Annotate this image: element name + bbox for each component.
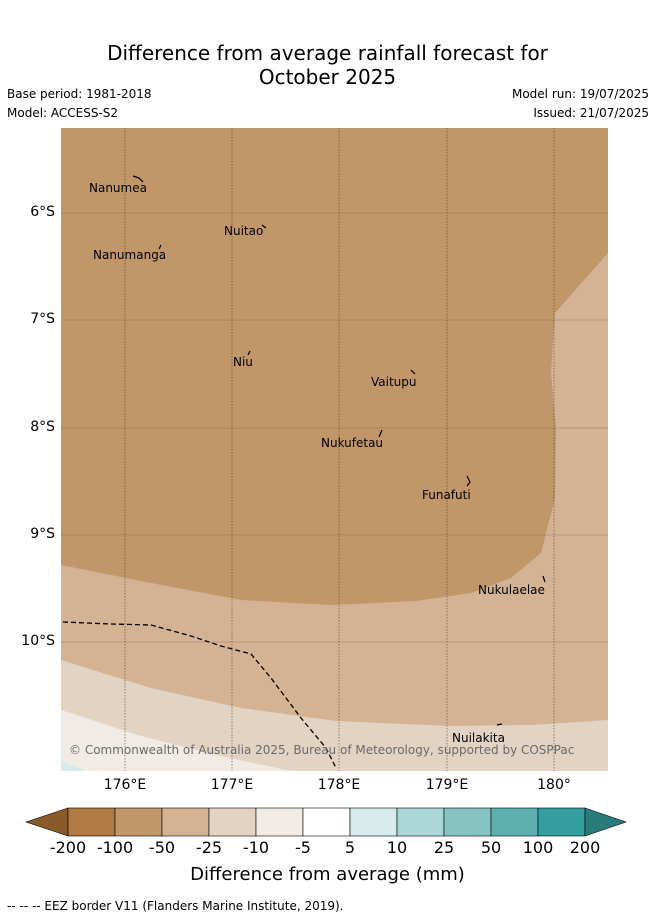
colorbar-segment [67, 807, 116, 837]
island-markers [132, 175, 546, 726]
chart-title: Difference from average rainfall forecas… [0, 41, 655, 89]
colorbar-tick-label: 50 [480, 838, 502, 857]
place-label: Nuitao [224, 224, 263, 238]
colorbar-segment [537, 807, 586, 837]
colorbar-segment [114, 807, 163, 837]
colorbar-tick-label: 200 [569, 838, 601, 857]
colorbar-extend-low [25, 807, 69, 837]
eez-legend: -- -- -- EEZ border V11 (Flanders Marine… [7, 899, 344, 913]
place-label: Nukufetau [321, 436, 383, 450]
place-label: Nukulaelae [478, 583, 545, 597]
model-run: Model run: 19/07/2025 [511, 87, 649, 101]
colorbar-tick-label: -200 [49, 838, 87, 857]
place-label: Vaitupu [371, 375, 417, 389]
colorbar-segment [302, 807, 351, 837]
title-line-2: October 2025 [258, 65, 397, 89]
lon-label: 176°E [103, 777, 147, 793]
eez-border [62, 621, 337, 769]
lon-label: 180° [537, 777, 571, 793]
longitude-gridlines [124, 128, 555, 771]
copyright-notice: © Commonwealth of Australia 2025, Bureau… [69, 743, 574, 757]
place-label: Funafuti [422, 488, 471, 502]
colorbar-tick-label: -25 [195, 838, 223, 857]
colorbar-segment [443, 807, 492, 837]
colorbar-segment [490, 807, 539, 837]
colorbar-segment [396, 807, 445, 837]
lat-label: 8°S [30, 419, 55, 435]
zone-minus25-minus10 [61, 253, 608, 771]
lon-label: 177°E [210, 777, 254, 793]
issued-date: Issued: 21/07/2025 [533, 106, 649, 120]
colorbar-tick-label: -10 [242, 838, 270, 857]
place-label: Nanumea [89, 181, 147, 195]
colorbar-segment [255, 807, 304, 837]
place-label: Niu [233, 355, 253, 369]
colorbar-tick-label: 25 [433, 838, 455, 857]
place-label: Nuilakita [452, 731, 505, 745]
base-period: Base period: 1981-2018 [7, 87, 152, 101]
rainfall-map: Nanumea Nuitao Nanumanga Niu Vaitupu Nuk… [61, 128, 608, 771]
colorbar-tick-label: 10 [386, 838, 408, 857]
colorbar-tick-label: 100 [522, 838, 554, 857]
colorbar-tick-label: -100 [96, 838, 134, 857]
zone-minus10-minus5 [61, 660, 608, 771]
colorbar-tick-label: 5 [344, 838, 356, 857]
lon-label: 179°E [425, 777, 469, 793]
lat-label: 6°S [30, 204, 55, 220]
colorbar-title: Difference from average (mm) [190, 864, 465, 885]
lat-label: 7°S [30, 311, 55, 327]
colorbar-segment [208, 807, 257, 837]
model-name: Model: ACCESS-S2 [7, 106, 119, 120]
title-line-1: Difference from average rainfall forecas… [107, 41, 548, 65]
lon-label: 178°E [317, 777, 361, 793]
lat-label: 9°S [30, 526, 55, 542]
place-label: Nanumanga [93, 248, 166, 262]
colorbar-segment [349, 807, 398, 837]
colorbar-extend-high [584, 807, 627, 837]
lat-label: 10°S [21, 633, 55, 649]
colorbar [25, 807, 627, 837]
colorbar-segment [161, 807, 210, 837]
colorbar-tick-label: -50 [148, 838, 176, 857]
colorbar-tick-label: -5 [295, 838, 311, 857]
zone-minus5-5 [61, 710, 291, 771]
latitude-gridlines [61, 212, 608, 643]
zone-5-10 [61, 761, 86, 771]
